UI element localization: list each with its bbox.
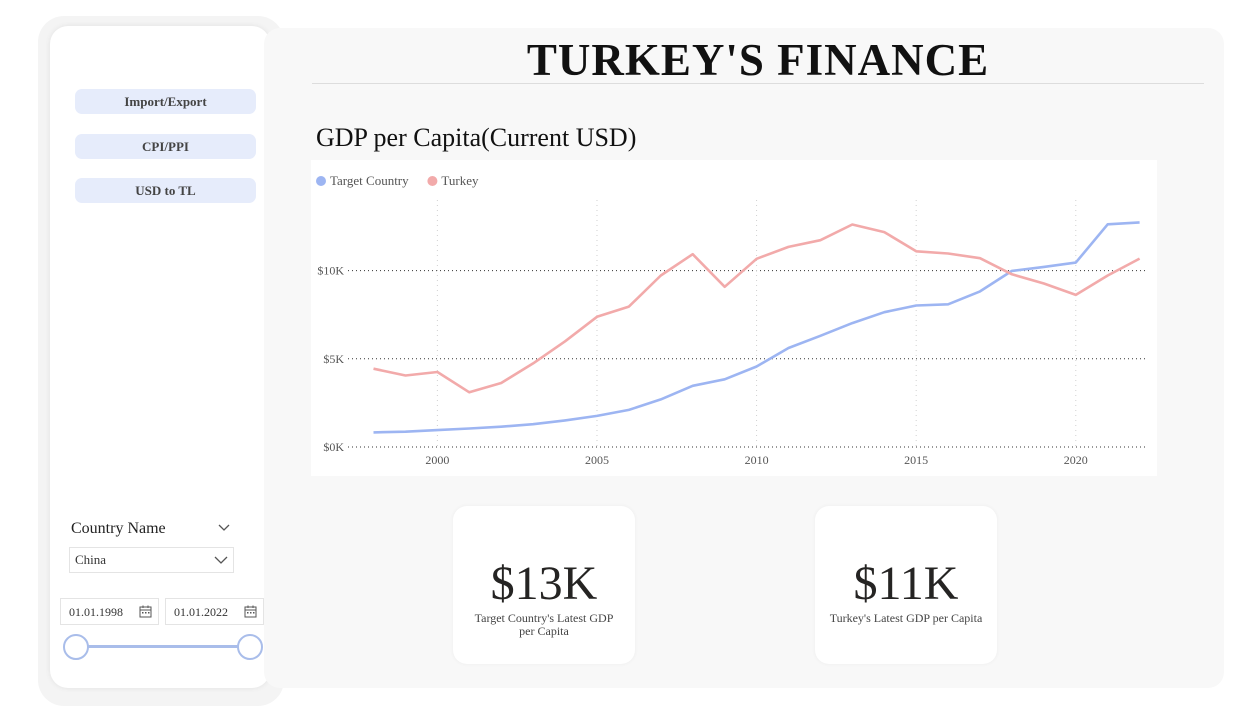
x-tick-label: 2020 (1064, 453, 1088, 467)
y-axis: $0K $5K $10K (317, 264, 344, 454)
nav-cpi-ppi-button[interactable]: CPI/PPI (75, 134, 256, 159)
calendar-icon[interactable] (139, 605, 152, 618)
start-date-input[interactable]: 01.01.1998 (60, 598, 159, 625)
sidebar: Import/Export CPI/PPI USD to TL Country … (50, 26, 270, 688)
x-tick-label: 2005 (585, 453, 609, 467)
target-gdp-label: Target Country's Latest GDP per Capita (474, 611, 614, 638)
x-tick-label: 2010 (745, 453, 769, 467)
date-slider-start-handle[interactable] (63, 634, 89, 660)
end-date-input[interactable]: 01.01.2022 (165, 598, 264, 625)
date-slider-end-handle[interactable] (237, 634, 263, 660)
page-title: TURKEY'S FINANCE (526, 35, 990, 85)
turkey-gdp-value: $11K (853, 557, 959, 610)
end-date-value: 01.01.2022 (174, 605, 228, 619)
start-date-value: 01.01.1998 (69, 605, 123, 619)
country-filter-label: Country Name (71, 520, 166, 537)
chart-legend[interactable]: Target Country Turkey (316, 173, 479, 188)
chevron-down-icon[interactable] (216, 520, 232, 536)
calendar-icon[interactable] (244, 605, 257, 618)
target-gdp-card: $13K Target Country's Latest GDP per Cap… (453, 506, 635, 664)
x-tick-label: 2000 (425, 453, 449, 467)
y-tick-label: $0K (323, 440, 344, 454)
x-axis: 2000 2005 2010 2015 2020 (425, 453, 1087, 467)
y-tick-label: $5K (323, 352, 344, 366)
y-tick-label: $10K (317, 264, 344, 278)
chart-title: GDP per Capita(Current USD) (316, 123, 637, 152)
series-line-turkey[interactable] (373, 223, 1141, 394)
gdp-chart: Target Country Turkey $0K $5K $10K 2000 2005… (311, 160, 1157, 476)
nav-import-export-button[interactable]: Import/Export (75, 89, 256, 114)
country-select[interactable]: China (69, 547, 234, 573)
main-panel: TURKEY'S FINANCE GDP per Capita(Current … (264, 28, 1224, 688)
turkey-gdp-card: $11K Turkey's Latest GDP per Capita (815, 506, 997, 664)
date-slider-track[interactable] (76, 645, 250, 648)
title-divider (312, 83, 1204, 84)
gdp-line-chart: Target Country Turkey $0K $5K $10K 2000 2005… (316, 173, 1146, 467)
legend-label: Target Country (330, 173, 409, 188)
legend-marker (316, 176, 326, 186)
chevron-down-icon (214, 556, 228, 564)
chart-grid (348, 200, 1146, 448)
x-tick-label: 2015 (904, 453, 928, 467)
country-select-value: China (75, 552, 107, 567)
nav-usd-to-tl-button[interactable]: USD to TL (75, 178, 256, 203)
target-gdp-value: $13K (490, 557, 598, 610)
turkey-gdp-label: Turkey's Latest GDP per Capita (829, 611, 983, 625)
legend-label: Turkey (441, 173, 479, 188)
chart-series (373, 221, 1141, 434)
legend-marker (427, 176, 438, 186)
series-line-target-country[interactable] (373, 221, 1140, 434)
